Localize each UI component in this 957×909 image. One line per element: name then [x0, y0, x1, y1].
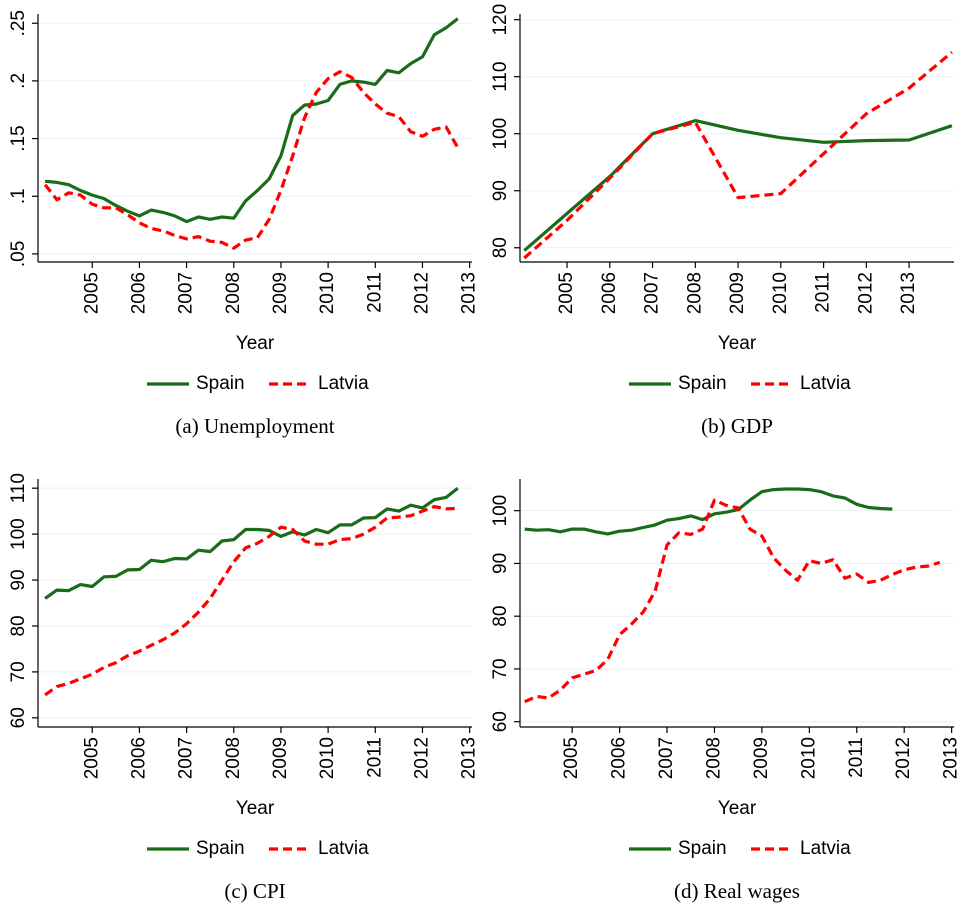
x-tick-label: 2010 — [798, 737, 819, 779]
x-tick-label: 2011 — [364, 737, 385, 778]
legend-label: Latvia — [800, 838, 851, 859]
x-tick-label: 2005 — [556, 272, 577, 314]
y-tick-label: 110 — [8, 473, 29, 503]
y-tick-label: 60 — [490, 711, 511, 732]
x-axis-label: Year — [236, 333, 275, 354]
x-tick-label: 2011 — [846, 737, 867, 778]
x-tick-label: 2010 — [317, 737, 338, 779]
series-line — [524, 498, 941, 704]
y-tick-label: 100 — [490, 118, 511, 150]
series-line — [44, 17, 459, 224]
y-tick-label: .05 — [8, 241, 29, 267]
y-tick-label: 80 — [8, 615, 29, 636]
y-tick-label: 80 — [490, 237, 511, 258]
series-line — [43, 70, 460, 250]
y-tick-label: 70 — [490, 658, 511, 679]
x-tick-label: 2010 — [317, 272, 338, 314]
legend-label: Latvia — [800, 373, 851, 394]
caption: (d) Real wages — [674, 879, 800, 903]
y-tick-label: 100 — [490, 495, 511, 527]
y-tick-label: 90 — [490, 553, 511, 574]
x-tick-label: 2007 — [176, 737, 197, 779]
legend-label: Spain — [196, 838, 245, 859]
legend-label: Spain — [678, 838, 727, 859]
x-tick-label: 2006 — [128, 737, 149, 779]
x-tick-label: 2005 — [561, 737, 582, 779]
x-tick-label: 2012 — [893, 737, 914, 779]
x-tick-label: 2013 — [459, 272, 480, 314]
y-tick-label: .1 — [8, 188, 29, 204]
legend-label: Latvia — [318, 373, 369, 394]
y-tick-label: 70 — [8, 661, 29, 682]
y-tick-label: 60 — [8, 707, 29, 728]
x-tick-label: 2013 — [941, 737, 957, 779]
legend-label: Spain — [196, 373, 245, 394]
x-tick-label: 2005 — [81, 272, 102, 314]
x-tick-label: 2013 — [898, 272, 919, 314]
y-tick-label: 100 — [8, 518, 29, 550]
series-line — [523, 50, 953, 260]
series-line — [44, 505, 458, 697]
legend-label: Spain — [678, 373, 727, 394]
x-tick-label: 2007 — [656, 737, 677, 779]
y-tick-label: 90 — [490, 180, 511, 201]
y-tick-label: .15 — [8, 125, 29, 151]
x-tick-label: 2007 — [642, 272, 663, 314]
x-tick-label: 2011 — [364, 272, 385, 313]
x-tick-label: 2011 — [813, 272, 834, 313]
x-axis-label: Year — [236, 798, 275, 819]
x-tick-label: 2009 — [270, 272, 291, 314]
caption: (b) GDP — [701, 414, 773, 438]
x-tick-label: 2009 — [270, 737, 291, 779]
y-tick-label: 80 — [490, 606, 511, 627]
x-tick-label: 2005 — [81, 737, 102, 779]
x-tick-label: 2010 — [770, 272, 791, 314]
y-tick-label: 110 — [490, 62, 511, 92]
x-tick-label: 2009 — [751, 737, 772, 779]
series-line — [524, 487, 893, 536]
series-line — [44, 486, 459, 600]
y-tick-label: 90 — [8, 569, 29, 590]
y-tick-label: .25 — [8, 10, 29, 36]
series-line — [523, 119, 953, 252]
x-tick-label: 2012 — [855, 272, 876, 314]
x-tick-label: 2008 — [223, 737, 244, 779]
x-tick-label: 2008 — [223, 272, 244, 314]
x-tick-label: 2012 — [411, 737, 432, 779]
x-tick-label: 2006 — [128, 272, 149, 314]
x-axis-label: Year — [718, 798, 757, 819]
y-tick-label: .2 — [8, 73, 29, 89]
legend-label: Latvia — [318, 838, 369, 859]
x-tick-label: 2012 — [411, 272, 432, 314]
x-tick-label: 2008 — [703, 737, 724, 779]
x-tick-label: 2006 — [599, 272, 620, 314]
x-tick-label: 2006 — [609, 737, 630, 779]
x-tick-label: 2008 — [684, 272, 705, 314]
x-tick-label: 2009 — [727, 272, 748, 314]
caption: (c) CPI — [224, 879, 285, 903]
x-tick-label: 2007 — [176, 272, 197, 314]
x-axis-label: Year — [718, 333, 757, 354]
x-tick-label: 2013 — [459, 737, 480, 779]
y-tick-label: 120 — [490, 4, 511, 36]
caption: (a) Unemployment — [175, 414, 334, 438]
